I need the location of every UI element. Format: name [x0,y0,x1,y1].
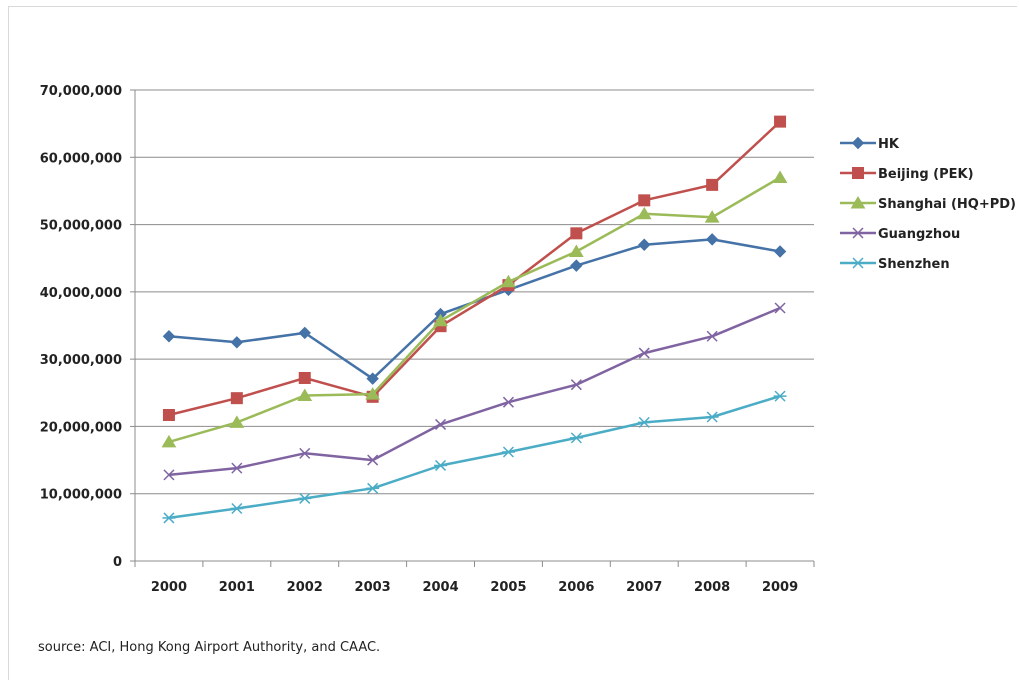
data-point [298,492,312,504]
data-point [501,446,515,458]
y-tick-label: 20,000,000 [40,420,122,435]
data-point [297,388,313,401]
data-point [706,178,719,191]
data-point [773,390,787,402]
data-point [433,313,448,327]
data-point [570,379,582,391]
data-point [162,330,176,343]
data-point [774,115,787,128]
data-point [366,372,379,385]
x-tick-label: 2008 [694,580,730,595]
data-point [638,347,650,359]
data-point [568,244,584,257]
data-point [502,396,514,408]
series-line-4 [168,394,781,520]
data-point [161,434,177,448]
source-note: source: ACI, Hong Kong Airport Authority… [38,640,381,655]
data-point [163,469,175,481]
data-point [636,206,652,220]
data-point [230,336,244,349]
data-point [162,408,175,421]
data-point [772,170,788,183]
data-point [706,330,718,342]
data-point [230,502,244,515]
data-point [435,418,447,430]
legend-label: Guangzhou [878,227,960,242]
data-point [705,411,719,423]
legend-marker [852,167,864,179]
y-tick-label: 70,000,000 [40,84,122,99]
x-tick-label: 2007 [626,580,662,595]
legend-marker [851,136,865,150]
x-tick-label: 2003 [355,580,391,595]
x-tick-label: 2009 [762,580,798,595]
data-point [638,194,651,207]
data-point [637,416,651,428]
series-line-3 [168,306,781,477]
y-tick-label: 40,000,000 [40,286,122,301]
legend-label: Shanghai (HQ+PD) [878,197,1016,212]
data-point [501,274,516,288]
x-tick-label: 2005 [490,580,526,595]
data-point [230,392,243,405]
data-point [231,462,243,474]
legend-marker [851,257,865,269]
data-point [638,238,651,251]
series-line-0 [168,238,781,380]
legend-label: HK [878,137,900,152]
data-point [365,387,381,400]
data-point [774,302,786,314]
series-line-1 [168,120,781,417]
y-tick-label: 60,000,000 [40,151,122,166]
data-point [704,210,720,223]
y-tick-label: 10,000,000 [40,488,122,503]
legend-marker [852,227,864,239]
series-line-2 [168,176,781,444]
x-tick-label: 2002 [287,580,323,595]
data-point [570,259,583,272]
y-tick-label: 30,000,000 [40,353,122,368]
y-tick-label: 0 [113,555,122,570]
data-point [299,447,311,459]
data-point [773,245,787,258]
legend-label: Shenzhen [878,257,950,272]
x-tick-label: 2000 [151,580,187,595]
data-point [229,415,245,428]
data-point [569,432,583,444]
data-point [367,454,379,466]
x-tick-label: 2001 [219,580,255,595]
data-point [162,512,176,524]
x-tick-label: 2006 [558,580,594,595]
legend-label: Beijing (PEK) [878,167,974,182]
data-point [705,233,719,246]
data-point [366,482,380,494]
data-point [434,459,448,471]
chart-frame [8,6,1017,680]
legend-marker [850,196,866,209]
x-tick-label: 2004 [422,580,458,595]
data-point [570,227,583,240]
data-point [298,371,311,384]
data-point [298,326,311,340]
y-tick-label: 50,000,000 [40,219,122,234]
